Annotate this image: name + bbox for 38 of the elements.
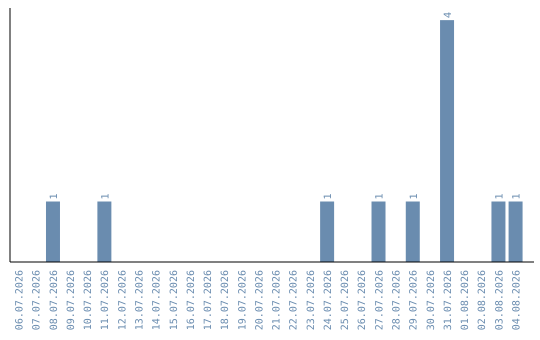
x-tick-label: 01.08.2026	[460, 270, 472, 330]
x-tick-label: 19.07.2026	[237, 270, 248, 330]
x-tick-label: 13.07.2026	[134, 270, 146, 330]
x-tick-label: 20.07.2026	[254, 270, 266, 330]
x-tick-label: 31.07.2026	[442, 270, 454, 330]
data-label: 1	[408, 193, 420, 200]
x-tick-label: 17.07.2026	[203, 270, 214, 330]
x-tick-label: 08.07.2026	[48, 270, 60, 330]
x-tick-label: 14.07.2026	[152, 270, 163, 330]
data-label: 1	[100, 193, 112, 200]
x-tick-label: 11.07.2026	[100, 270, 112, 330]
x-tick-label: 10.07.2026	[83, 270, 94, 330]
x-tick-label: 15.07.2026	[168, 270, 180, 330]
x-tick-label: 24.07.2026	[322, 270, 334, 330]
x-tick-label: 02.08.2026	[477, 270, 488, 330]
x-tick-label: 16.07.2026	[186, 270, 197, 330]
x-tick-label: 06.07.2026	[14, 270, 26, 330]
x-tick-label: 22.07.2026	[288, 270, 300, 330]
x-tick-label: 28.07.2026	[392, 270, 402, 330]
x-tick-label: 30.07.2026	[426, 270, 437, 330]
data-label: 1	[374, 193, 386, 200]
data-label: 4	[443, 12, 454, 18]
x-tick-label: 12.07.2026	[117, 270, 128, 330]
data-label: 1	[494, 193, 506, 200]
x-tick-label: 21.07.2026	[272, 270, 283, 330]
x-tick-label: 29.07.2026	[408, 270, 420, 330]
x-tick-label: 07.07.2026	[32, 270, 43, 330]
x-tick-label: 03.08.2026	[494, 270, 506, 330]
data-label: 1	[512, 193, 523, 200]
x-tick-label: 27.07.2026	[374, 270, 386, 330]
x-tick-label: 18.07.2026	[220, 270, 232, 330]
data-label: 1	[323, 193, 334, 200]
x-tick-label: 09.07.2026	[66, 270, 77, 330]
x-tick-label: 04.08.2026	[511, 270, 522, 330]
x-tick-label: 25.07.2026	[340, 270, 352, 330]
data-label: 1	[48, 193, 60, 200]
x-tick-label: 26.07.2026	[357, 270, 368, 330]
x-tick-label: 23.07.2026	[306, 270, 317, 330]
